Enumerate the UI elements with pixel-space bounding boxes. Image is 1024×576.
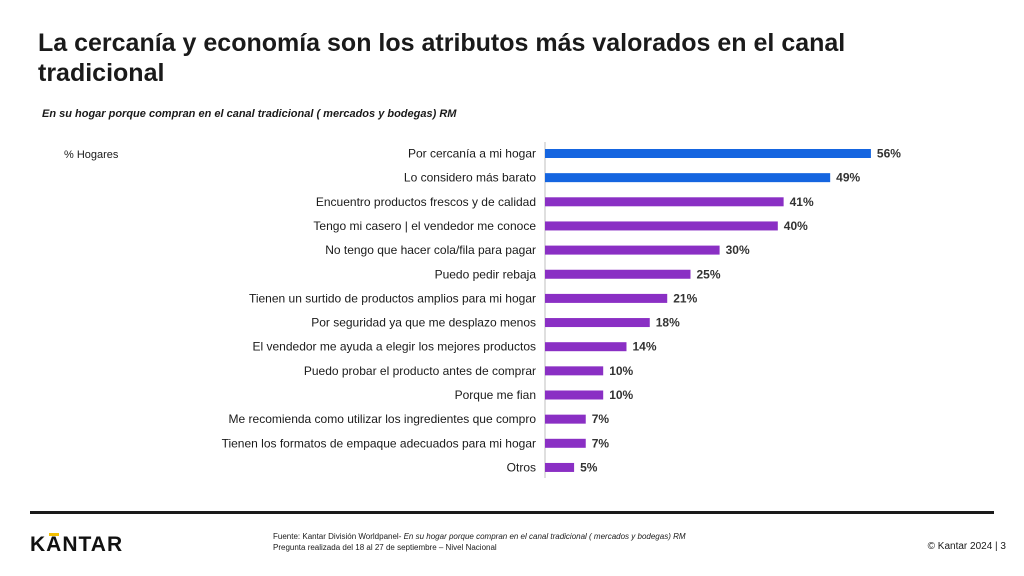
chart-subtitle: En su hogar porque compran en el canal t… <box>42 108 457 120</box>
value-label: 18% <box>656 316 680 330</box>
source-line-1: Fuente: Kantar División Worldpanel- En s… <box>273 531 686 542</box>
bar <box>545 221 778 231</box>
value-label: 56% <box>877 147 901 161</box>
bar <box>545 173 831 183</box>
value-label: 7% <box>592 412 610 426</box>
category-label: Porque me fian <box>455 388 536 402</box>
kantar-logo-k: K <box>30 533 47 556</box>
category-label: Otros <box>507 460 536 474</box>
category-label: Tienen un surtido de productos amplios p… <box>249 291 536 305</box>
category-label: El vendedor me ayuda a elegir los mejore… <box>253 340 537 354</box>
bar <box>545 414 586 424</box>
source-italic: En su hogar porque compran en el canal t… <box>403 532 686 541</box>
category-label: Tienen los formatos de empaque adecuados… <box>222 436 536 450</box>
bar <box>545 318 650 328</box>
bars-layer: Por cercanía a mi hogar 56% Lo considero m… <box>222 147 902 475</box>
value-label: 49% <box>836 171 860 185</box>
footer-divider <box>30 511 994 514</box>
bar <box>545 366 604 376</box>
unit-label: % Hogares <box>64 149 119 161</box>
source-prefix: Fuente: Kantar División Worldpanel- <box>273 532 404 541</box>
bar <box>545 342 627 352</box>
category-label: Por seguridad ya que me desplazo menos <box>311 316 536 330</box>
category-label: Por cercanía a mi hogar <box>408 147 536 161</box>
value-label: 7% <box>592 436 610 450</box>
value-label: 10% <box>609 388 633 402</box>
bar <box>545 269 691 279</box>
kantar-logo-accent <box>49 533 60 536</box>
category-label: Puedo pedir rebaja <box>435 267 537 281</box>
value-label: 10% <box>609 364 633 378</box>
value-label: 21% <box>673 291 697 305</box>
kantar-logo: KA NTAR <box>30 533 123 557</box>
value-label: 41% <box>790 195 814 209</box>
bar <box>545 390 604 400</box>
kantar-logo-rest: NTAR <box>62 533 124 556</box>
kantar-logo-a: A <box>46 533 63 556</box>
bar <box>545 149 871 158</box>
bar <box>545 438 586 448</box>
category-label: Tengo mi casero | el vendedor me conoce <box>313 219 536 233</box>
source-note: Fuente: Kantar División Worldpanel- En s… <box>273 531 686 553</box>
bar-chart: Por cercanía a mi hogar 56% Lo considero m… <box>222 142 902 478</box>
value-label: 30% <box>726 243 750 257</box>
category-label: No tengo que hacer cola/fila para pagar <box>325 243 536 257</box>
bar <box>545 462 575 472</box>
value-label: 5% <box>580 460 598 474</box>
bar <box>545 293 668 303</box>
category-label: Puedo probar el producto antes de compra… <box>304 364 536 378</box>
bar <box>545 245 720 255</box>
category-label: Encuentro productos frescos y de calidad <box>316 195 536 209</box>
value-label: 40% <box>784 219 808 233</box>
value-label: 14% <box>632 340 656 354</box>
copyright-page-number: © Kantar 2024 | 3 <box>927 541 1006 552</box>
source-line-2: Pregunta realizada del 18 al 27 de septi… <box>273 543 497 552</box>
category-label: Me recomienda como utilizar los ingredie… <box>229 412 537 426</box>
value-label: 25% <box>697 267 721 281</box>
page-title: La cercanía y economía son los atributos… <box>38 29 846 87</box>
bar <box>545 197 784 207</box>
category-label: Lo considero más barato <box>404 171 536 185</box>
